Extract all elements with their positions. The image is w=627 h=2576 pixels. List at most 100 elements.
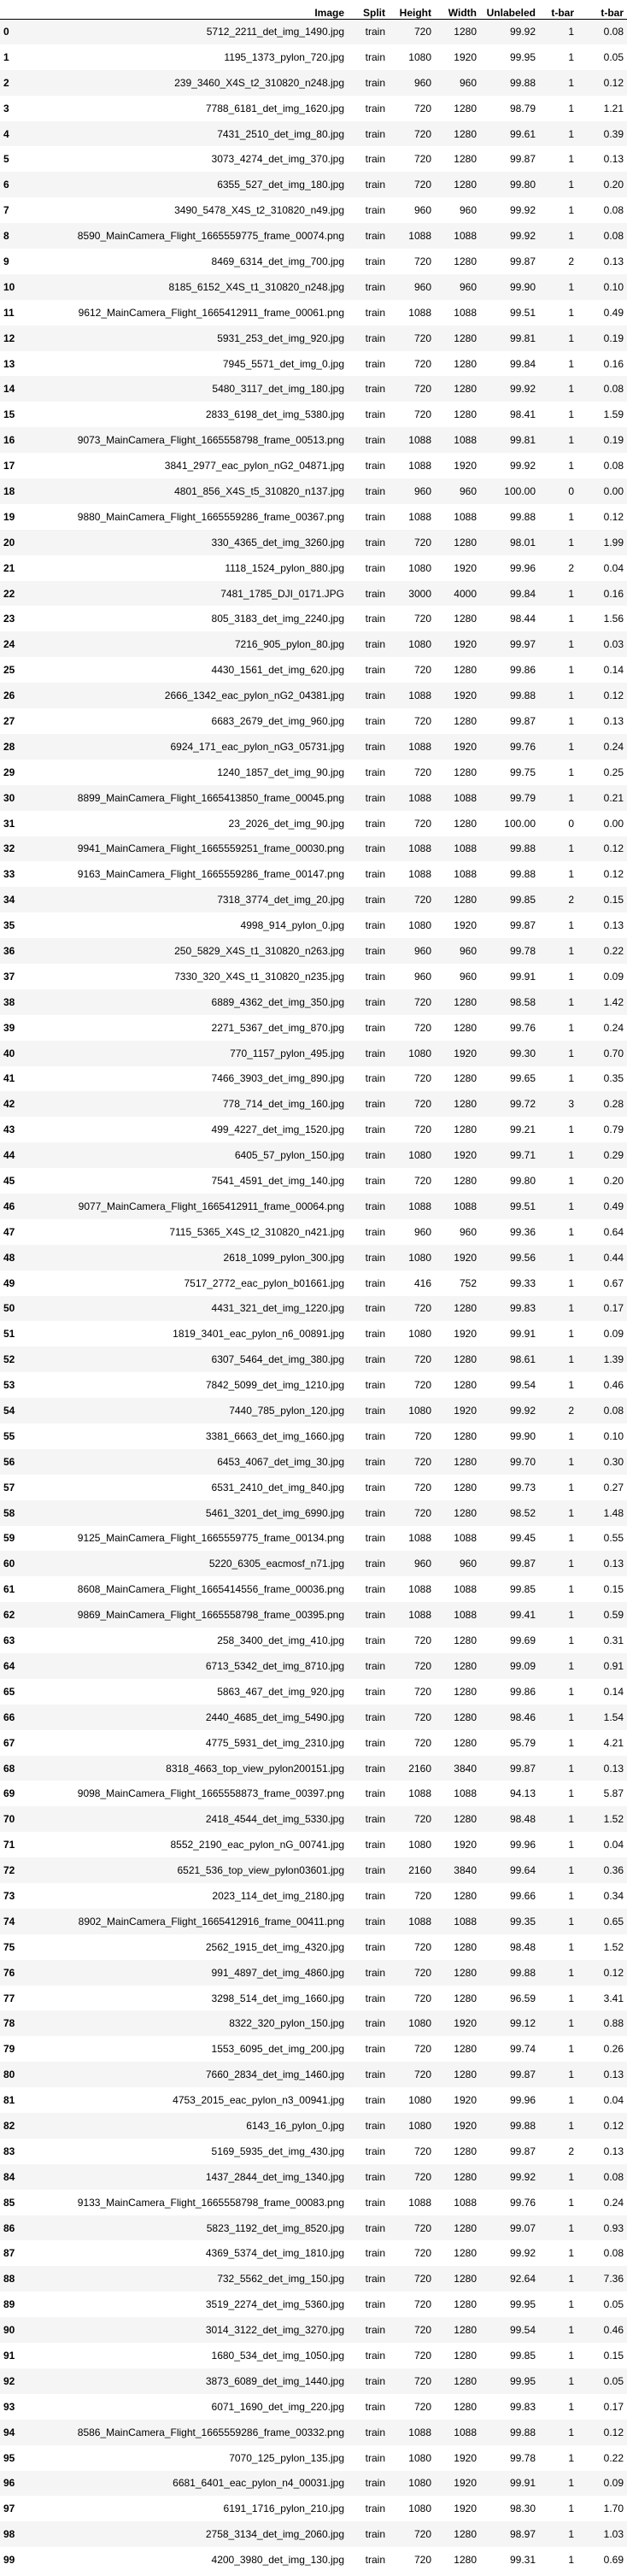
t-bar-percent: 0.10 bbox=[603, 1429, 624, 1442]
width: 3840 bbox=[454, 1864, 477, 1877]
image-filename: 8902_MainCamera_Flight_1665412916_frame_… bbox=[78, 1915, 344, 1928]
image-filename: 8552_2190_eac_pylon_nG_00741.jpg bbox=[170, 1839, 344, 1851]
width: 1280 bbox=[454, 2400, 477, 2413]
unlabeled: 99.83 bbox=[509, 2400, 536, 2413]
image-filename: 4430_1561_det_img_620.jpg bbox=[211, 664, 344, 677]
t-bar-percent: 0.16 bbox=[603, 357, 624, 370]
unlabeled: 99.51 bbox=[509, 1200, 536, 1212]
t-bar-percent: 1.56 bbox=[603, 613, 624, 625]
unlabeled: 99.87 bbox=[509, 153, 536, 166]
split: train bbox=[365, 2477, 385, 2490]
table-row: 32 9941_MainCamera_Flight_1665559251_fram… bbox=[0, 836, 627, 862]
t-bar-count: 1 bbox=[568, 306, 574, 319]
width: 1088 bbox=[454, 868, 477, 881]
row-index: 34 bbox=[3, 894, 15, 907]
image-filename: 1240_1857_det_img_90.jpg bbox=[217, 766, 344, 778]
unlabeled: 99.66 bbox=[509, 1889, 536, 1902]
table-row: 82 6143_16_pylon_0.jpg train 1080 1920 99.88 1… bbox=[0, 2113, 627, 2139]
row-index: 49 bbox=[3, 1276, 15, 1289]
height: 720 bbox=[413, 536, 431, 549]
width: 1280 bbox=[454, 1353, 477, 1366]
unlabeled: 99.88 bbox=[509, 1966, 536, 1979]
width: 1920 bbox=[454, 919, 477, 932]
t-bar-percent: 0.17 bbox=[603, 2400, 624, 2413]
header-width: Width bbox=[435, 0, 480, 20]
width: 1280 bbox=[454, 766, 477, 778]
height: 1080 bbox=[408, 1047, 431, 1059]
t-bar-percent: 0.14 bbox=[603, 664, 624, 677]
unlabeled: 99.73 bbox=[509, 1481, 536, 1493]
t-bar-count: 1 bbox=[568, 2477, 574, 2490]
t-bar-percent: 0.30 bbox=[603, 1455, 624, 1468]
split: train bbox=[365, 2094, 385, 2107]
split: train bbox=[365, 714, 385, 727]
height: 1080 bbox=[408, 1839, 431, 1851]
split: train bbox=[365, 2196, 385, 2209]
image-filename: 778_714_det_img_160.jpg bbox=[222, 1098, 344, 1111]
unlabeled: 98.30 bbox=[509, 2503, 536, 2515]
t-bar-percent: 4.21 bbox=[603, 1736, 624, 1749]
table-header: Image Split Height Width Unlabeled t-bar… bbox=[0, 0, 627, 20]
image-filename: 258_3400_det_img_410.jpg bbox=[217, 1634, 344, 1647]
width: 1280 bbox=[454, 1940, 477, 1953]
width: 1280 bbox=[454, 357, 477, 370]
t-bar-percent: 0.49 bbox=[603, 306, 624, 319]
split: train bbox=[365, 1379, 385, 1392]
t-bar-count: 1 bbox=[568, 1659, 574, 1672]
row-index: 74 bbox=[3, 1915, 15, 1928]
unlabeled: 99.92 bbox=[509, 204, 536, 217]
t-bar-percent: 0.64 bbox=[603, 1225, 624, 1238]
split: train bbox=[365, 357, 385, 370]
width: 1088 bbox=[454, 1583, 477, 1596]
unlabeled: 99.31 bbox=[509, 2554, 536, 2567]
table-row: 13 7945_5571_det_img_0.jpg train 720 1280 99.… bbox=[0, 351, 627, 377]
height: 960 bbox=[413, 1225, 431, 1238]
table-row: 30 8899_MainCamera_Flight_1665413850_fram… bbox=[0, 784, 627, 811]
t-bar-percent: 0.26 bbox=[603, 2043, 624, 2056]
split: train bbox=[365, 2170, 385, 2183]
row-index: 99 bbox=[3, 2554, 15, 2567]
row-index: 40 bbox=[3, 1047, 15, 1059]
split: train bbox=[365, 434, 385, 447]
width: 1280 bbox=[454, 2170, 477, 2183]
table-row: 33 9163_MainCamera_Flight_1665559286_fram… bbox=[0, 861, 627, 887]
t-bar-percent: 0.39 bbox=[603, 127, 624, 140]
t-bar-percent: 0.24 bbox=[603, 2196, 624, 2209]
split: train bbox=[365, 1072, 385, 1085]
width: 1280 bbox=[454, 2068, 477, 2081]
height: 720 bbox=[413, 664, 431, 677]
split: train bbox=[365, 1762, 385, 1775]
unlabeled: 99.70 bbox=[509, 1455, 536, 1468]
width: 1280 bbox=[454, 1659, 477, 1672]
table-row: 93 6071_1690_det_img_220.jpg train 720 1280 9… bbox=[0, 2394, 627, 2420]
image-filename: 1437_2844_det_img_1340.jpg bbox=[205, 2170, 344, 2183]
row-index: 71 bbox=[3, 1839, 15, 1851]
table-row: 74 8902_MainCamera_Flight_1665412916_fram… bbox=[0, 1908, 627, 1934]
t-bar-count: 1 bbox=[568, 1813, 574, 1826]
height: 720 bbox=[413, 2324, 431, 2337]
t-bar-count: 1 bbox=[568, 2017, 574, 2030]
height: 720 bbox=[413, 2374, 431, 2387]
width: 1280 bbox=[454, 1021, 477, 1034]
split: train bbox=[365, 1992, 385, 2004]
height: 1080 bbox=[408, 2503, 431, 2515]
row-index: 14 bbox=[3, 383, 15, 396]
height: 720 bbox=[413, 2554, 431, 2567]
t-bar-count: 1 bbox=[568, 1736, 574, 1749]
width: 1920 bbox=[454, 1251, 477, 1264]
table-row: 99 4200_3980_det_img_130.jpg train 720 1280 9… bbox=[0, 2547, 627, 2573]
height: 1088 bbox=[408, 2196, 431, 2209]
unlabeled: 99.81 bbox=[509, 434, 536, 447]
row-index: 60 bbox=[3, 1558, 15, 1570]
row-index: 21 bbox=[3, 561, 15, 574]
table-row: 2 239_3460_X4S_t2_310820_n248.jpg train 960… bbox=[0, 69, 627, 96]
t-bar-count: 1 bbox=[568, 638, 574, 651]
unlabeled: 99.30 bbox=[509, 1047, 536, 1059]
image-filename: 9612_MainCamera_Flight_1665412911_frame_… bbox=[78, 306, 344, 319]
t-bar-count: 1 bbox=[568, 2349, 574, 2362]
table-row: 68 8318_4663_top_view_pylon200151.jpg trai… bbox=[0, 1755, 627, 1781]
t-bar-count: 1 bbox=[568, 842, 574, 855]
row-index: 93 bbox=[3, 2400, 15, 2413]
t-bar-count: 1 bbox=[568, 1583, 574, 1596]
t-bar-count: 1 bbox=[568, 510, 574, 523]
